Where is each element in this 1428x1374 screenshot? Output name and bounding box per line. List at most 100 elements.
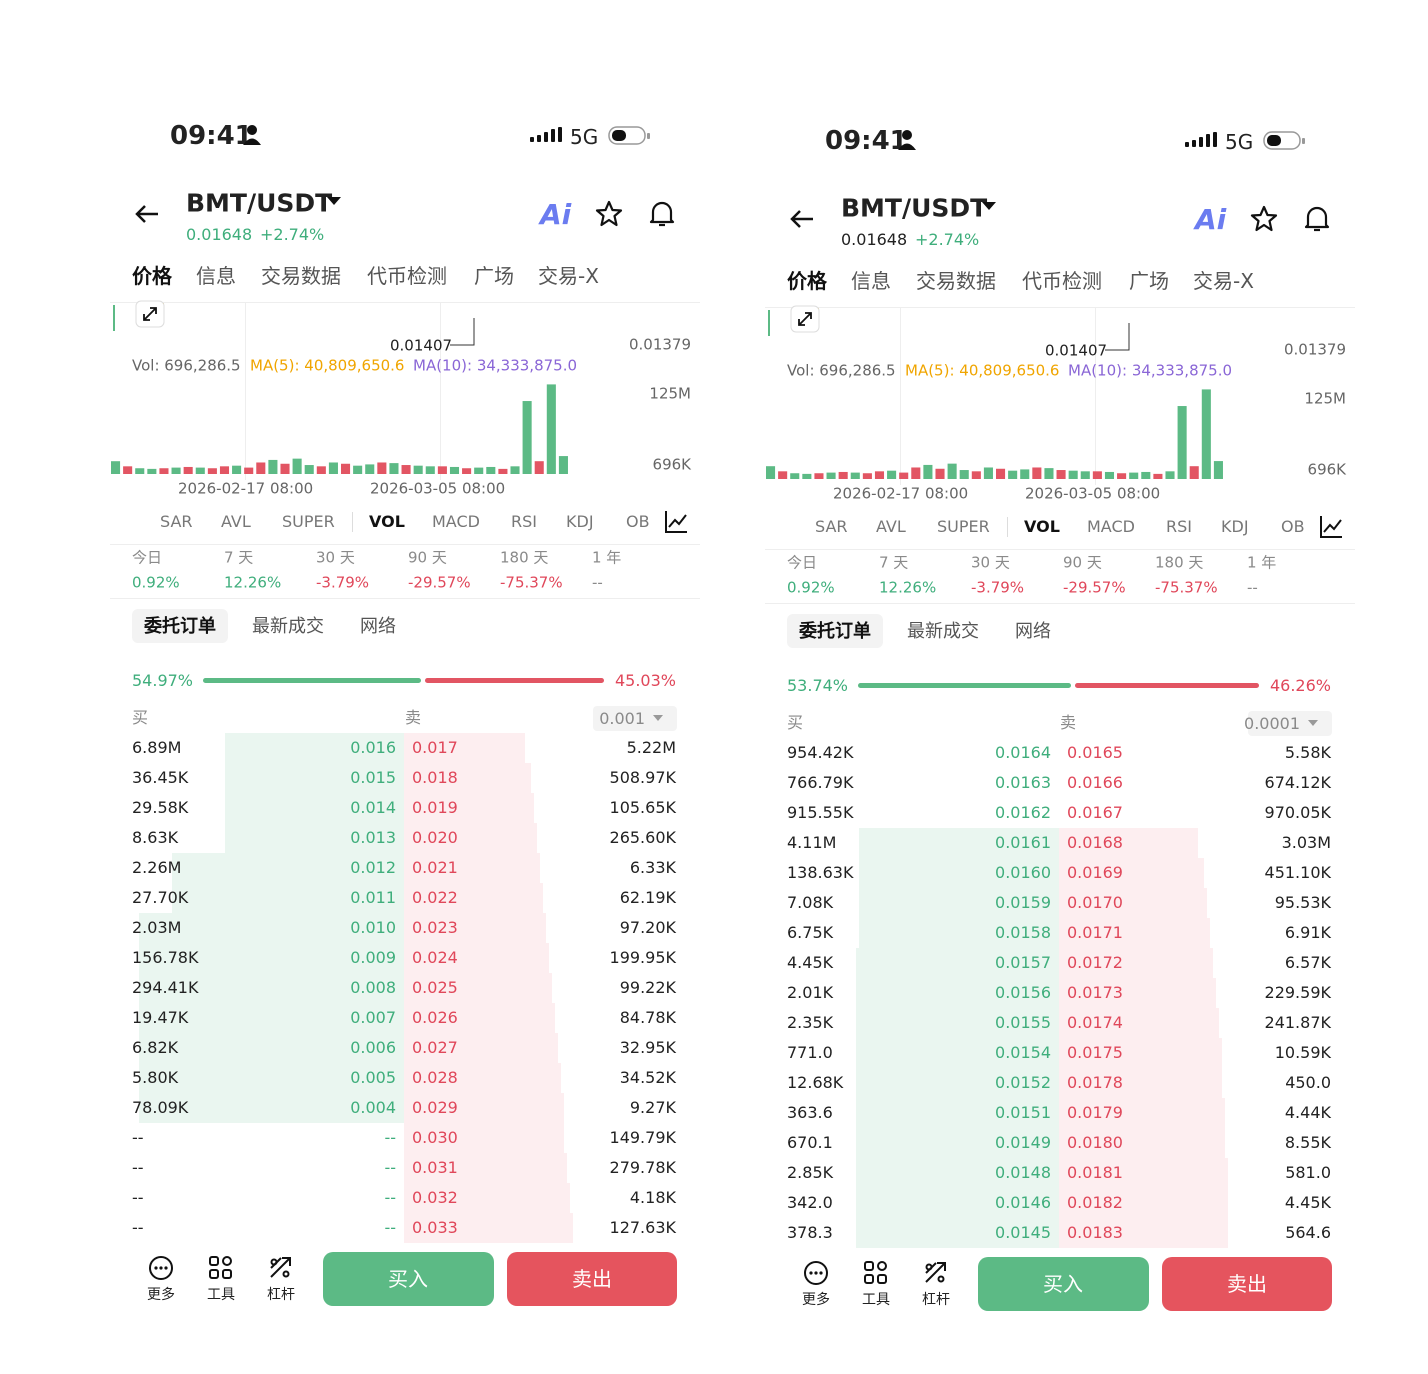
- indicator-tab[interactable]: AVL: [221, 512, 251, 531]
- precision-value[interactable]: 0.0001: [1244, 714, 1300, 733]
- tool-label[interactable]: 工具: [207, 1287, 235, 1303]
- pair-title[interactable]: BMT/USDT: [841, 193, 988, 223]
- nav-tab[interactable]: 代币检测: [1022, 269, 1102, 293]
- indicator-tab[interactable]: AVL: [876, 517, 906, 536]
- ai-button[interactable]: Ai: [1195, 203, 1227, 236]
- pair-title[interactable]: BMT/USDT: [186, 188, 333, 218]
- divider: [110, 598, 700, 599]
- tool-label[interactable]: 更多: [147, 1287, 175, 1303]
- sell-button[interactable]: [507, 1252, 677, 1306]
- tool-label[interactable]: 杠杆: [922, 1292, 950, 1308]
- dropdown-caret: [982, 202, 996, 210]
- tool-label[interactable]: 杠杆: [267, 1287, 295, 1303]
- sell-header: 卖: [1060, 713, 1077, 732]
- indicator-tab[interactable]: SUPER: [937, 517, 990, 536]
- period-label: 今日: [132, 548, 163, 567]
- buy-quantity: 8.63K: [132, 828, 179, 847]
- period-change: 0.92%: [132, 573, 180, 592]
- volume-bar: [1020, 469, 1030, 479]
- buy-button[interactable]: [978, 1257, 1149, 1311]
- buy-depth-bar: [224, 793, 404, 823]
- order-tab[interactable]: 网络: [1015, 621, 1051, 642]
- sell-depth-bar: [404, 823, 538, 853]
- sell-button[interactable]: [1162, 1257, 1332, 1311]
- indicator-tab[interactable]: MACD: [432, 512, 480, 531]
- period-change: --: [592, 573, 603, 592]
- indicator-tab[interactable]: RSI: [1166, 517, 1192, 536]
- sell-quantity: 62.19K: [619, 888, 676, 907]
- nav-tab[interactable]: 信息: [851, 269, 891, 293]
- buy-quantity: 2.01K: [787, 983, 834, 1002]
- order-tab[interactable]: 委托订单: [799, 621, 871, 642]
- sell-quantity: 8.55K: [1284, 1133, 1331, 1152]
- buy-quantity: 2.03M: [132, 918, 182, 937]
- order-tab[interactable]: 最新成交: [907, 621, 979, 642]
- buy-quantity: 5.80K: [132, 1068, 179, 1087]
- precision-value[interactable]: 0.001: [599, 709, 645, 728]
- indicator-tab[interactable]: RSI: [511, 512, 537, 531]
- indicator-tab[interactable]: SAR: [815, 517, 848, 536]
- volume-bar: [874, 471, 885, 479]
- order-tab[interactable]: 委托订单: [144, 616, 216, 637]
- buy-depth-bar: [856, 1068, 1059, 1098]
- nav-tab[interactable]: 广场: [1129, 269, 1169, 293]
- nav-tab[interactable]: 信息: [196, 264, 236, 288]
- precision-select[interactable]: [1248, 711, 1332, 736]
- indicator-tab[interactable]: VOL: [1024, 517, 1060, 536]
- order-tab[interactable]: 网络: [360, 616, 396, 637]
- indicator-tab[interactable]: SAR: [160, 512, 193, 531]
- indicator-tab[interactable]: VOL: [369, 512, 405, 531]
- volume-bar: [1141, 471, 1151, 479]
- nav-tab[interactable]: 交易-X: [538, 264, 599, 288]
- chart-vline: [440, 302, 441, 480]
- tool-label[interactable]: 更多: [802, 1292, 830, 1308]
- buy-depth-bar: [139, 1003, 404, 1033]
- nav-tab[interactable]: 广场: [474, 264, 514, 288]
- nav-tab[interactable]: 价格: [132, 264, 172, 288]
- order-tab[interactable]: 最新成交: [252, 616, 324, 637]
- nav-tab[interactable]: 价格: [787, 269, 827, 293]
- nav-tab[interactable]: 交易-X: [1193, 269, 1254, 293]
- sell-price: 0.025: [412, 978, 458, 997]
- buy-button[interactable]: [323, 1252, 494, 1306]
- volume-bar: [862, 473, 872, 479]
- sell-button-label[interactable]: 卖出: [572, 1267, 612, 1291]
- chart-settings-icon: [1320, 516, 1342, 538]
- indicator-tab[interactable]: KDJ: [566, 512, 594, 531]
- volume-bar: [838, 471, 848, 479]
- period-label: 30 天: [971, 553, 1010, 572]
- indicator-tab[interactable]: MACD: [1087, 517, 1135, 536]
- chart-divider: [765, 307, 1355, 308]
- buy-quantity: 4.11M: [787, 833, 837, 852]
- buy-price: --: [384, 1128, 396, 1147]
- sell-quantity: 3.03M: [1281, 833, 1331, 852]
- nav-tab[interactable]: 交易数据: [261, 264, 341, 288]
- indicator-tab[interactable]: OB: [1281, 517, 1305, 536]
- indicator-tab[interactable]: OB: [626, 512, 650, 531]
- tool-label[interactable]: 工具: [862, 1292, 890, 1308]
- nav-tab[interactable]: 交易数据: [916, 269, 996, 293]
- sell-quantity: 10.59K: [1274, 1043, 1331, 1062]
- volume-bar: [1117, 473, 1127, 479]
- nav-tab[interactable]: 代币检测: [367, 264, 447, 288]
- ai-button[interactable]: Ai: [540, 198, 572, 231]
- bell-button: [1304, 206, 1330, 232]
- buy-button-label[interactable]: 买入: [1043, 1272, 1083, 1296]
- indicator-tab[interactable]: KDJ: [1221, 517, 1249, 536]
- sell-depth-bar: [404, 1123, 564, 1153]
- volume-bar: [1008, 470, 1018, 479]
- buy-button-label[interactable]: 买入: [388, 1267, 428, 1291]
- sell-price: 0.0183: [1067, 1223, 1123, 1242]
- expand-button: [790, 305, 820, 333]
- buy-depth-bar: [856, 948, 1059, 978]
- indicator-tab[interactable]: SUPER: [282, 512, 335, 531]
- precision-select[interactable]: [593, 706, 677, 731]
- buy-price: 0.0154: [995, 1043, 1051, 1062]
- annotation-line: [450, 318, 475, 346]
- sell-button-label[interactable]: 卖出: [1227, 1272, 1267, 1296]
- buy-price: 0.013: [350, 828, 396, 847]
- buy-price: 0.012: [350, 858, 396, 877]
- buy-depth-bar: [139, 1063, 404, 1093]
- buy-price: --: [384, 1188, 396, 1207]
- phone-screen: 09:41 5G BMT/USDT 0.01648 +2.74% Ai 价格 信息 交易数据 代币…: [655, 5, 1415, 1374]
